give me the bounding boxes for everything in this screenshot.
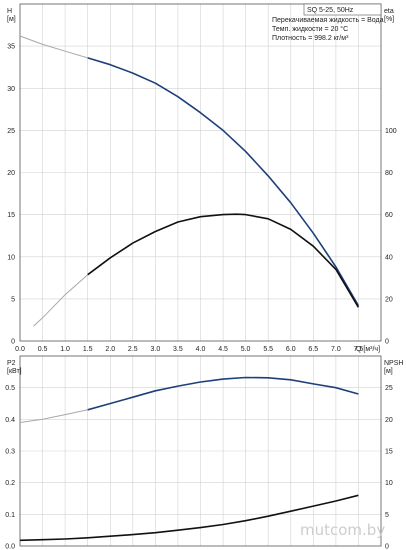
curve-line	[87, 376, 359, 411]
y-tick-label: 5	[11, 296, 15, 303]
x-tick-label: 6.5	[308, 346, 318, 353]
plot-frame	[19, 355, 382, 547]
x-axis-label: Q [м³/ч]	[356, 346, 380, 353]
x-tick-label: 2.5	[128, 346, 138, 353]
info-box: SQ 5-25, 50Hz Перекачиваемая жидкость = …	[272, 3, 384, 42]
y-tick-label: 0	[11, 339, 15, 346]
y-tick-label: 0.1	[5, 512, 15, 519]
y2-tick-label: 100	[385, 128, 397, 135]
y2-tick-label: 20	[385, 296, 393, 303]
y2-axis-label: [%]	[384, 16, 394, 23]
tick-labels: 05101520253035020406080100H[м]eta[%]0.00…	[5, 8, 403, 550]
y-tick-label: 25	[7, 128, 15, 135]
plot-frames	[19, 3, 382, 547]
note-density: Плотность = 998.2 кг/м³	[272, 35, 349, 42]
x-tick-label: 0.5	[38, 346, 48, 353]
curve-extrapolated-segment	[33, 274, 89, 327]
y-tick-label: 0.5	[5, 385, 15, 392]
y-tick-label: 10	[7, 254, 15, 261]
y2-tick-label: 15	[385, 449, 393, 456]
plot-frame	[19, 3, 382, 342]
grid-lines	[20, 4, 381, 546]
curve-line	[19, 494, 359, 542]
note-liquid: Перекачиваемая жидкость = Вода	[272, 17, 384, 24]
note-temperature: Темп. жидкости = 20 °C	[272, 25, 348, 33]
y-axis-label: P2	[7, 360, 16, 367]
y-axis-label: H	[7, 8, 12, 15]
x-tick-label: 4.5	[218, 346, 228, 353]
title-box	[303, 3, 382, 16]
y2-axis-label: NPSH	[384, 360, 403, 367]
watermark: mutcom.by	[300, 521, 385, 539]
x-tick-label: 3.0	[151, 346, 161, 353]
y-tick-label: 0.0	[5, 544, 15, 550]
y2-tick-label: 0	[385, 544, 389, 550]
y-tick-label: 30	[7, 86, 15, 93]
x-tick-label: 6.0	[286, 346, 296, 353]
y2-tick-label: 5	[385, 512, 389, 519]
chart-title: SQ 5-25, 50Hz	[307, 7, 354, 14]
y-tick-label: 0.4	[5, 417, 15, 424]
x-tick-label: 3.5	[173, 346, 183, 353]
y-axis-label: [кВт]	[7, 368, 22, 375]
y2-tick-label: 25	[385, 385, 393, 392]
y-tick-label: 15	[7, 212, 15, 219]
y-axis-label: [м]	[7, 16, 16, 23]
y-tick-label: 20	[7, 170, 15, 177]
y2-tick-label: 20	[385, 417, 393, 424]
x-tick-label: 7.0	[331, 346, 341, 353]
y-tick-label: 0.2	[5, 480, 15, 487]
y-tick-label: 0.3	[5, 449, 15, 456]
y2-tick-label: 80	[385, 170, 393, 177]
curves	[19, 35, 360, 542]
curve-extrapolated-segment	[19, 409, 88, 423]
x-tick-label: 5.0	[241, 346, 251, 353]
y2-tick-label: 0	[385, 339, 389, 346]
x-tick-label: 7.5	[354, 346, 364, 353]
x-tick-label: 0.0	[15, 346, 25, 353]
x-tick-label: 1.5	[83, 346, 93, 353]
y2-axis-label: eta	[384, 8, 394, 15]
y2-axis-label: [м]	[384, 368, 393, 375]
x-tick-label: 5.5	[263, 346, 273, 353]
curve-line	[87, 57, 360, 307]
y2-tick-label: 10	[385, 480, 393, 487]
y-tick-label: 35	[7, 44, 15, 51]
x-tick-label: 1.0	[60, 346, 70, 353]
y2-tick-label: 40	[385, 254, 393, 261]
y2-tick-label: 60	[385, 212, 393, 219]
x-tick-label: 2.0	[105, 346, 115, 353]
curve-extrapolated-segment	[19, 35, 88, 59]
curve-line	[87, 213, 360, 308]
x-tick-label: 4.0	[196, 346, 206, 353]
